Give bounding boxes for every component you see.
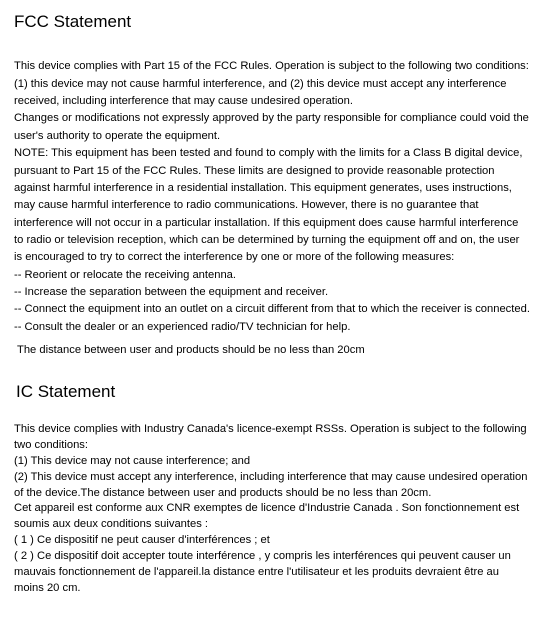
- measure-2: -- Increase the separation between the e…: [14, 284, 530, 301]
- fcc-heading: FCC Statement: [14, 12, 530, 32]
- document-page: FCC Statement This device complies with …: [0, 0, 544, 617]
- fcc-note-paragraph: NOTE: This equipment has been tested and…: [14, 145, 530, 267]
- fcc-changes-paragraph: Changes or modifications not expressly a…: [14, 110, 530, 145]
- ic-condition-2: (2) This device must accept any interfer…: [14, 470, 530, 502]
- ic-intro: This device complies with Industry Canad…: [14, 422, 530, 454]
- measure-3: -- Connect the equipment into an outlet …: [14, 301, 530, 318]
- ic-french-condition-1: ( 1 ) Ce dispositif ne peut causer d'int…: [14, 533, 530, 549]
- ic-condition-1: (1) This device may not cause interferen…: [14, 454, 530, 470]
- measure-1: -- Reorient or relocate the receiving an…: [14, 267, 530, 284]
- ic-french-condition-2: ( 2 ) Ce dispositif doit accepter toute …: [14, 549, 530, 597]
- ic-heading: IC Statement: [16, 382, 530, 402]
- measure-4: -- Consult the dealer or an experienced …: [14, 319, 530, 336]
- ic-french-intro: Cet appareil est conforme aux CNR exempt…: [14, 501, 530, 533]
- fcc-intro-paragraph: This device complies with Part 15 of the…: [14, 58, 530, 110]
- distance-note: The distance between user and products s…: [14, 342, 530, 359]
